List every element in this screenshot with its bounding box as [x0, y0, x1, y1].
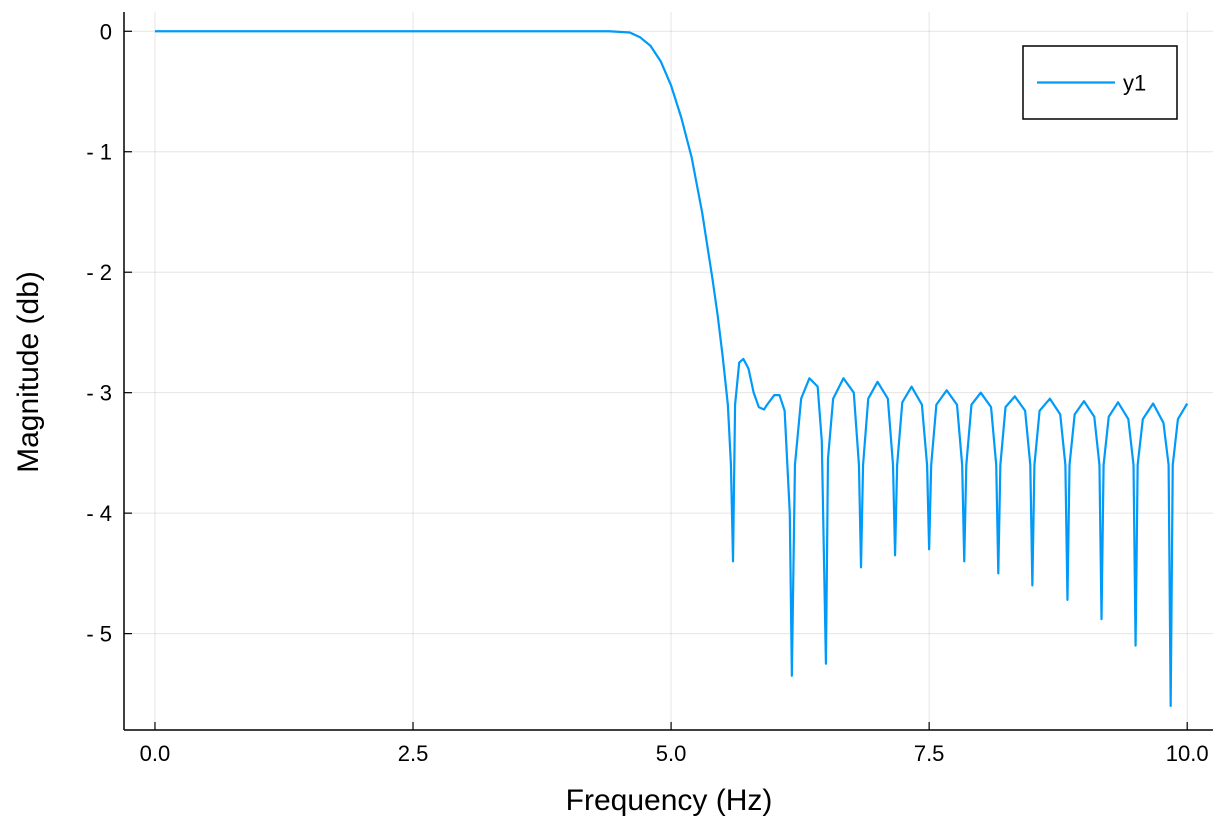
x-tick-label: 10.0 — [1166, 741, 1209, 766]
axes — [123, 12, 1213, 731]
y-tick-label: - 4 — [86, 501, 112, 526]
x-axis-title: Frequency (Hz) — [566, 784, 773, 816]
x-tick-label: 2.5 — [398, 741, 429, 766]
y-axis-title: Magnitude (db) — [12, 271, 45, 473]
legend: y1 — [1022, 45, 1178, 120]
legend-label: y1 — [1123, 71, 1146, 96]
x-tick-label: 0.0 — [140, 741, 171, 766]
series-layer — [154, 30, 1189, 708]
y-tick-label: - 1 — [86, 140, 112, 165]
y-tick-label: - 2 — [86, 260, 112, 285]
y-tick-label: 0 — [100, 19, 112, 44]
series-line-y1 — [154, 30, 1189, 708]
y-tick-label: - 5 — [86, 622, 112, 647]
x-tick-label: 5.0 — [656, 741, 687, 766]
y-tick-label: - 3 — [86, 381, 112, 406]
tick-labels: 0.0 2.5 5.0 7.5 10.0 0 - 1 - 2 - 3 - 4 - 5 — [86, 19, 1208, 766]
x-tick-label: 7.5 — [914, 741, 945, 766]
